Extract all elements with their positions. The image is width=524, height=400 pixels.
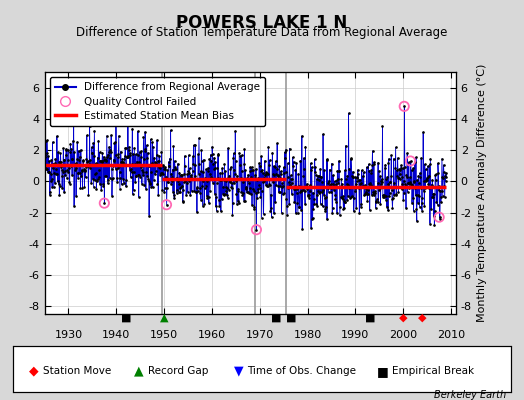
Text: ◆: ◆ — [418, 313, 427, 323]
Text: POWERS LAKE 1 N: POWERS LAKE 1 N — [177, 14, 347, 32]
Text: Empirical Break: Empirical Break — [392, 366, 474, 376]
Text: ■: ■ — [271, 313, 282, 323]
Text: ■: ■ — [286, 313, 296, 323]
Text: ■: ■ — [377, 365, 388, 378]
Text: 1940: 1940 — [102, 330, 130, 340]
Y-axis label: Monthly Temperature Anomaly Difference (°C): Monthly Temperature Anomaly Difference (… — [477, 64, 487, 322]
Point — [400, 103, 408, 110]
Text: Difference of Station Temperature Data from Regional Average: Difference of Station Temperature Data f… — [77, 26, 447, 39]
Text: ◆: ◆ — [29, 365, 39, 378]
Text: ▲: ▲ — [160, 313, 168, 323]
Text: 1990: 1990 — [341, 330, 369, 340]
Text: 1970: 1970 — [246, 330, 274, 340]
Text: 1980: 1980 — [293, 330, 322, 340]
Text: ◆: ◆ — [399, 313, 408, 323]
Point — [406, 158, 414, 164]
Text: Time of Obs. Change: Time of Obs. Change — [247, 366, 356, 376]
Text: 1960: 1960 — [198, 330, 226, 340]
Point — [100, 200, 108, 206]
Text: 1950: 1950 — [150, 330, 178, 340]
Text: 2000: 2000 — [389, 330, 417, 340]
Text: ■: ■ — [121, 313, 131, 323]
Text: Record Gap: Record Gap — [148, 366, 208, 376]
Text: 2010: 2010 — [437, 330, 465, 340]
Point — [252, 226, 260, 233]
Point — [162, 202, 171, 208]
Legend: Difference from Regional Average, Quality Control Failed, Estimated Station Mean: Difference from Regional Average, Qualit… — [50, 77, 265, 126]
Text: Berkeley Earth: Berkeley Earth — [433, 390, 506, 400]
Point — [435, 214, 443, 220]
Text: 1930: 1930 — [54, 330, 82, 340]
Text: Station Move: Station Move — [43, 366, 111, 376]
Text: ■: ■ — [365, 313, 375, 323]
Text: ▼: ▼ — [234, 365, 243, 378]
Text: ▲: ▲ — [134, 365, 144, 378]
